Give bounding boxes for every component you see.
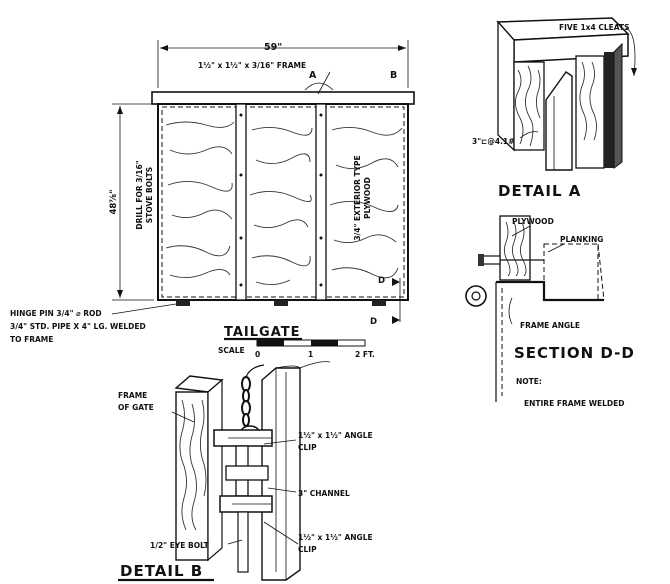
top-clip-note-line-2: CLIP xyxy=(298,443,317,452)
bottom-clip-note-line-1: 1½" x 1½" ANGLE xyxy=(298,533,373,542)
tailgate-top-frame xyxy=(151,91,415,105)
section-dd: PLYWOOD PLANKING FRAME ANGLE SECTION D-D… xyxy=(465,215,635,408)
channel-note: 3"⊏@4.1# xyxy=(472,137,514,146)
detail-a-title: DETAIL A xyxy=(498,182,581,200)
tailgate-cleats xyxy=(235,103,327,301)
frame-angle-label: FRAME ANGLE xyxy=(520,321,580,330)
hinge-note-line-3: TO FRAME xyxy=(10,335,53,344)
gate-frame-note-line-1: FRAME xyxy=(118,391,147,400)
scale-label: SCALE xyxy=(218,346,245,355)
hinge-note-line-2: 3/4" STD. PIPE X 4" LG. WELDED xyxy=(10,322,146,331)
height-dimension xyxy=(112,103,154,301)
frame-note: 1½" x 1½" x 3/16" FRAME xyxy=(198,61,306,70)
mark-d-bottom: D xyxy=(370,317,377,327)
hinge-pins xyxy=(176,300,386,306)
mark-b: B xyxy=(390,70,397,81)
detail-b-title: DETAIL B xyxy=(120,562,203,580)
bottom-clip-note-line-2: CLIP xyxy=(298,545,317,554)
scale-one: 1 xyxy=(308,350,313,359)
scale-two-ft: 2 FT. xyxy=(355,350,375,359)
height-label: 48⅞" xyxy=(109,189,119,214)
plywood-label: PLYWOOD xyxy=(512,217,554,226)
tailgate-elevation: 59" 1½" x 1½" x 3/16" FRAME A B 48⅞" DRI… xyxy=(10,40,415,359)
note-label: NOTE: xyxy=(516,377,542,386)
channel-note: 3" CHANNEL xyxy=(298,489,350,498)
mark-d-top: D xyxy=(378,276,385,286)
cleats-note: FIVE 1x4 CLEATS xyxy=(559,23,630,32)
drill-note-line-2: STOVE BOLTS xyxy=(145,167,154,223)
plywood-note-line-1: 3/4" EXTERIOR TYPE xyxy=(353,155,362,240)
planking-label: PLANKING xyxy=(560,235,603,244)
section-dd-title: SECTION D-D xyxy=(514,344,635,362)
detail-a: FIVE 1x4 CLEATS 3"⊏@4.1# DETAIL A xyxy=(472,17,637,200)
top-clip-note-line-1: 1½" x 1½" ANGLE xyxy=(298,431,373,440)
width-dimension xyxy=(157,40,409,88)
plywood-note-line-2: PLYWOOD xyxy=(363,177,372,219)
eye-bolt-note: 1/2" EYE BOLT xyxy=(150,541,210,550)
tailgate-title: TAILGATE xyxy=(224,325,301,340)
drill-note-line-1: DRILL FOR 3/16" xyxy=(135,160,144,229)
note-text: ENTIRE FRAME WELDED xyxy=(524,399,624,408)
width-label: 59" xyxy=(264,42,282,53)
mark-a: A xyxy=(309,70,317,81)
detail-b: FRAME OF GATE 1½" x 1½" ANGLE CLIP 3" CH… xyxy=(118,361,373,582)
tailgate-panel xyxy=(157,103,409,301)
gate-frame-note-line-2: OF GATE xyxy=(118,403,154,412)
scale-bar xyxy=(256,339,366,347)
plywood-grain xyxy=(165,121,403,285)
scale-zero: 0 xyxy=(255,350,260,359)
chain xyxy=(241,364,265,427)
hinge-note-line-1: HINGE PIN 3/4" ⌀ ROD xyxy=(10,309,102,318)
